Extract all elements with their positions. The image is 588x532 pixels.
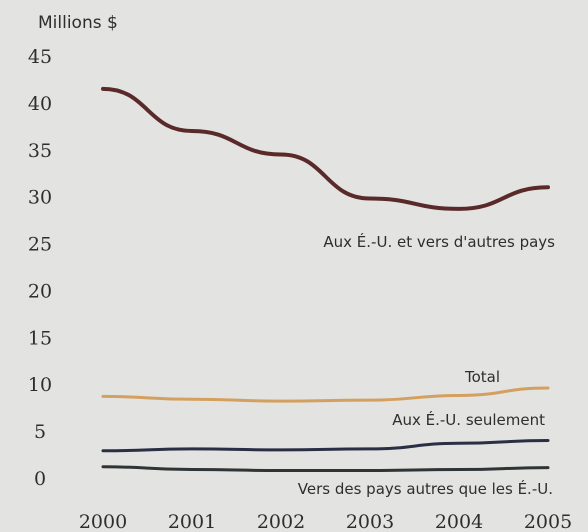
series-label: Aux É.-U. et vers d'autres pays: [323, 232, 555, 251]
x-tick-label: 2001: [168, 511, 216, 532]
x-tick-label: 2002: [257, 511, 305, 532]
series-line: [101, 465, 550, 472]
series-label: Vers des pays autres que les É.-U.: [298, 479, 553, 498]
series-line: [101, 386, 550, 403]
x-tick-label: 2003: [346, 511, 394, 532]
series-label: Total: [464, 368, 500, 386]
y-tick-label: 35: [28, 140, 52, 162]
series-label: Aux É.-U. seulement: [392, 410, 545, 429]
y-tick-label: 45: [28, 46, 52, 68]
x-tick-label: 2005: [524, 511, 572, 532]
y-axis-ticks: 0 5 10 15 20 25 30 35 40 45: [28, 46, 52, 490]
y-axis-unit-label: Millions $: [38, 13, 118, 33]
y-tick-label: 10: [28, 374, 52, 396]
series-lines: [101, 86, 550, 472]
series-line: [101, 86, 550, 211]
y-tick-label: 20: [28, 280, 52, 302]
x-tick-label: 2000: [79, 511, 127, 532]
y-tick-label: 25: [28, 234, 52, 256]
x-tick-label: 2004: [435, 511, 483, 532]
series-line: [101, 438, 550, 453]
y-tick-label: 5: [34, 421, 46, 443]
y-tick-label: 40: [28, 93, 52, 115]
series-labels: Aux É.-U. et vers d'autres pays Total Aux …: [298, 232, 555, 498]
y-tick-label: 0: [34, 468, 46, 490]
y-tick-label: 15: [28, 327, 52, 349]
y-tick-label: 30: [28, 187, 52, 209]
x-axis-ticks: 2000 2001 2002 2003 2004 2005: [79, 511, 572, 532]
